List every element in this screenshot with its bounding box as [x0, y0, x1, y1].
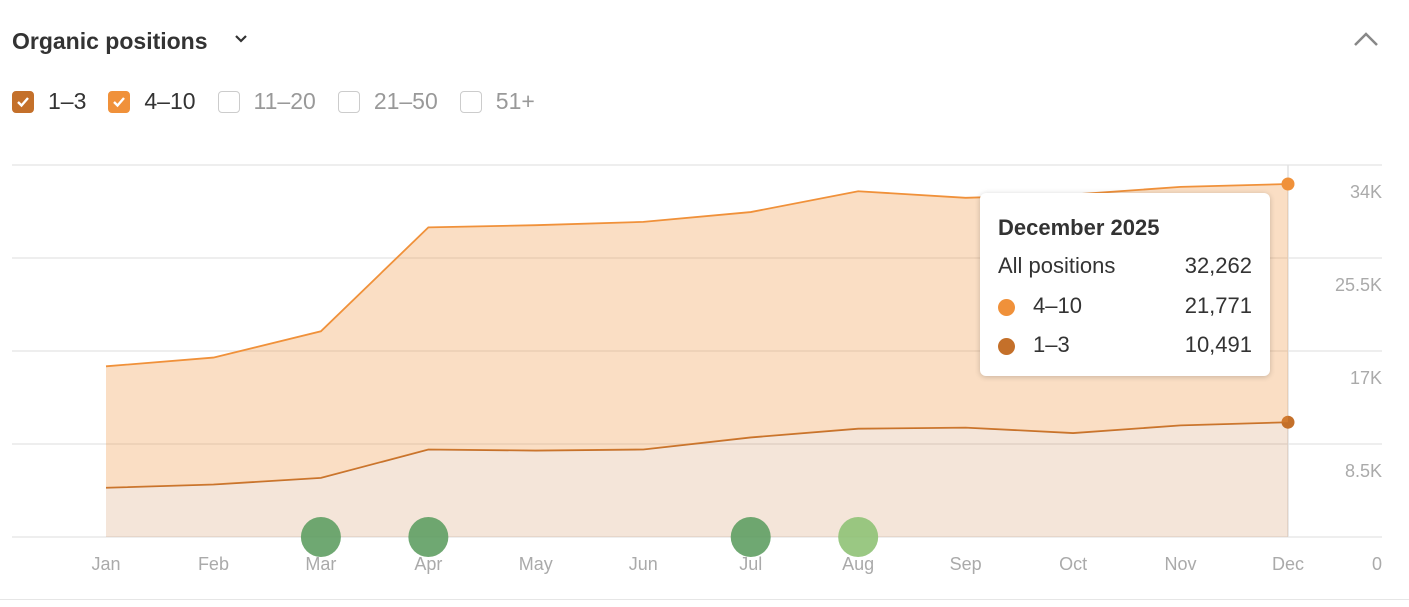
filter-item[interactable]: 51+ [459, 88, 535, 115]
tooltip: December 2025 All positions 32,262 4–10 21… [980, 193, 1270, 376]
x-tick-label: Dec [1272, 554, 1304, 574]
tooltip-label: 4–10 [1033, 293, 1082, 318]
event-marker[interactable] [730, 517, 771, 557]
hover-dot [1281, 177, 1295, 191]
section-title[interactable]: Organic positions [12, 28, 208, 54]
x-tick-label: Mar [305, 554, 336, 574]
x-tick-label: Jan [91, 554, 120, 574]
y-tick-label: 17K [1350, 368, 1382, 388]
y-tick-label: 8.5K [1345, 461, 1382, 481]
tooltip-label: 1–3 [1033, 332, 1070, 357]
tooltip-dot [998, 337, 1015, 355]
tooltip-value: 10,491 [1184, 332, 1252, 357]
filter-label: 11–20 [253, 88, 316, 114]
x-tick-label: Jul [739, 554, 762, 574]
hover-dot [1281, 415, 1295, 429]
legend-item[interactable]: 1–3 [12, 88, 86, 115]
tooltip-total: All positions 32,262 [998, 253, 1252, 279]
y-tick-label: 0 [1372, 554, 1382, 574]
legend: 1–3 4–10 11–20 21–50 51+ [12, 88, 557, 115]
legend-label: 4–10 [144, 88, 196, 114]
event-marker[interactable] [408, 517, 449, 557]
line [105, 421, 1289, 489]
checkbox[interactable] [337, 90, 360, 113]
tooltip-label: All positions [998, 253, 1116, 278]
filter-item[interactable]: 21–50 [337, 88, 438, 115]
tooltip-value: 32,262 [1184, 253, 1252, 278]
x-tick-label: Oct [1059, 554, 1087, 574]
y-tick-label: 25.5K [1335, 275, 1382, 295]
x-tick-label: Jun [629, 554, 658, 574]
x-tick-label: May [519, 554, 553, 574]
checkbox[interactable] [217, 90, 240, 113]
collapse-button[interactable] [1352, 30, 1380, 48]
area [106, 422, 1288, 537]
tooltip-row: 4–10 21,771 [998, 293, 1252, 319]
event-marker[interactable] [300, 517, 341, 557]
filter-item[interactable]: 11–20 [217, 88, 316, 115]
filter-label: 21–50 [373, 88, 438, 114]
y-tick-label: 34K [1350, 182, 1382, 202]
x-tick-label: Sep [950, 554, 982, 574]
checkbox[interactable] [459, 90, 482, 113]
x-tick-label: Aug [842, 554, 874, 574]
checkbox[interactable] [12, 90, 34, 113]
tooltip-row: 1–3 10,491 [998, 332, 1252, 358]
filter-label: 51+ [495, 88, 535, 114]
tooltip-dot [998, 298, 1015, 316]
x-tick-label: Nov [1165, 554, 1197, 574]
divider [0, 599, 1409, 600]
tooltip-value: 21,771 [1184, 293, 1252, 318]
x-tick-label: Apr [414, 554, 442, 574]
x-tick-label: Feb [198, 554, 229, 574]
tooltip-title: December 2025 [998, 215, 1160, 240]
checkbox[interactable] [108, 90, 131, 113]
event-marker[interactable] [838, 517, 879, 557]
dropdown-chevron[interactable] [234, 34, 248, 44]
legend-item[interactable]: 4–10 [108, 88, 196, 115]
legend-label: 1–3 [48, 88, 87, 114]
